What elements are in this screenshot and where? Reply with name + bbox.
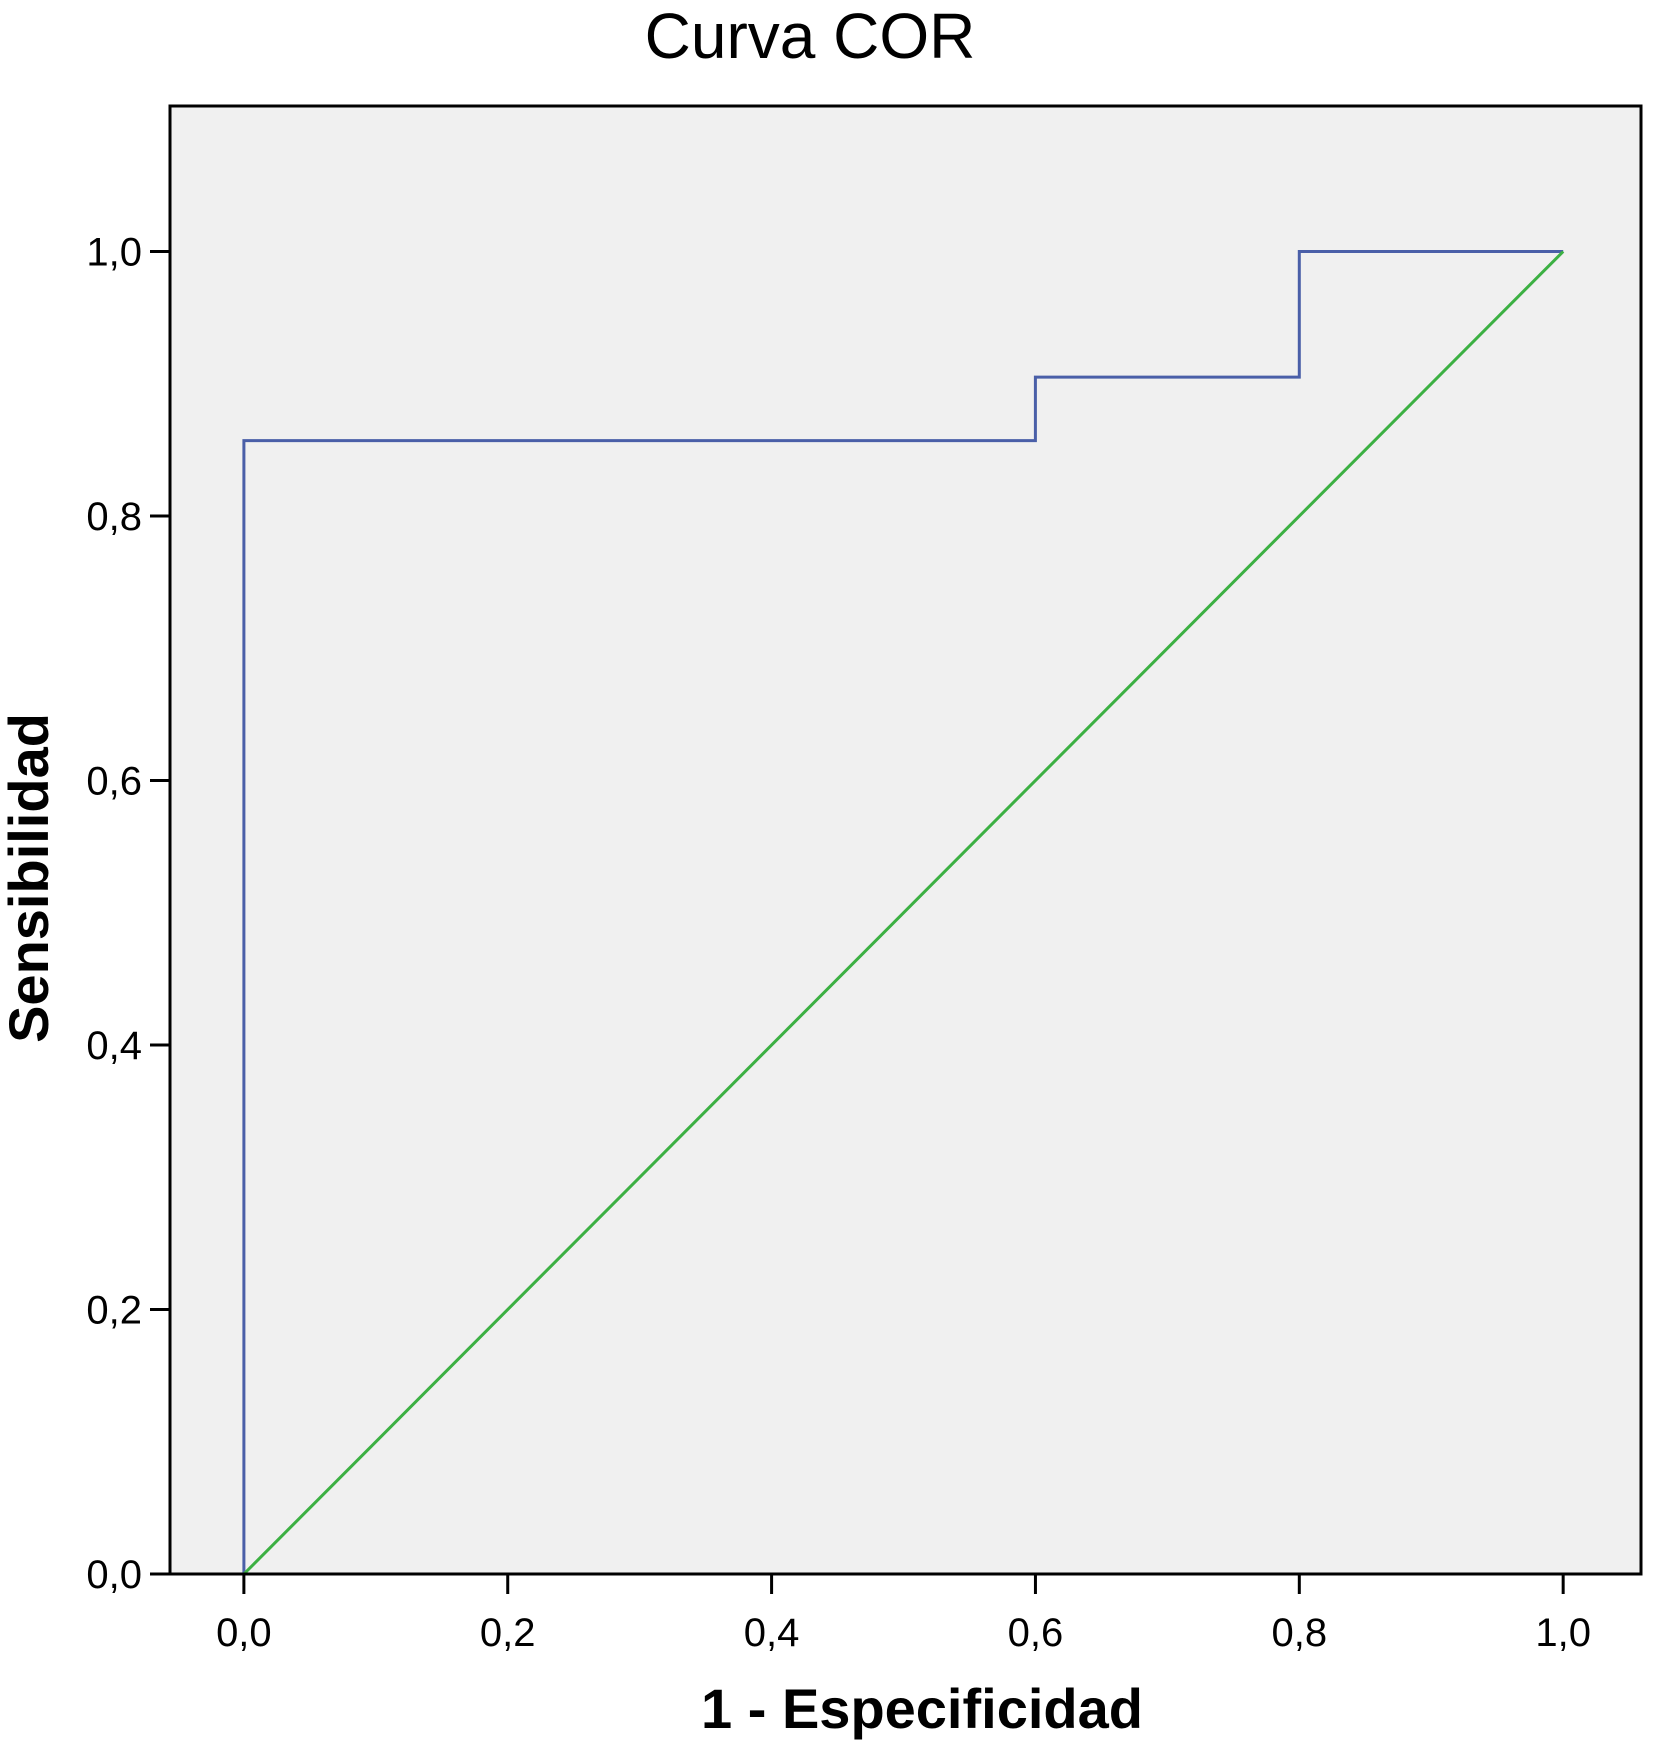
plot-area <box>170 106 1641 1574</box>
y-tick-label: 1,0 <box>86 230 142 274</box>
roc-curve-line <box>242 250 1564 1574</box>
x-tick-label: 0,8 <box>1272 1611 1328 1655</box>
chart-title: Curva COR <box>645 0 976 72</box>
y-axis-label: Sensibilidad <box>0 713 60 1043</box>
x-tick-label: 0,2 <box>480 1611 536 1655</box>
axis-ticks: 0,0 0,2 0,4 0,6 0,8 1,0 0,0 0,2 0,4 0,6 0,8 1,0 <box>86 230 1591 1655</box>
y-tick-label: 0,8 <box>86 495 142 539</box>
x-axis-label: 1 - Especificidad <box>701 1677 1143 1740</box>
y-tick-label: 0,0 <box>86 1553 142 1597</box>
x-tick-label: 0,4 <box>744 1611 800 1655</box>
y-tick-label: 0,6 <box>86 759 142 803</box>
x-tick-label: 0,0 <box>216 1611 272 1655</box>
y-tick-label: 0,2 <box>86 1288 142 1332</box>
plot-frame <box>168 104 1643 1576</box>
x-tick-label: 0,6 <box>1008 1611 1064 1655</box>
x-tick-label: 1,0 <box>1535 1611 1591 1655</box>
series-group <box>242 250 1565 1576</box>
y-tick-label: 0,4 <box>86 1024 142 1068</box>
reference-diagonal-line <box>242 250 1565 1576</box>
